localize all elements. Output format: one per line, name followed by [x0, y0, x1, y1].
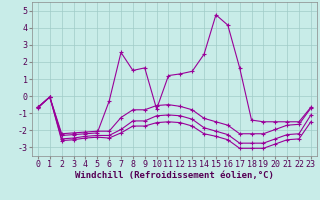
X-axis label: Windchill (Refroidissement éolien,°C): Windchill (Refroidissement éolien,°C): [75, 171, 274, 180]
